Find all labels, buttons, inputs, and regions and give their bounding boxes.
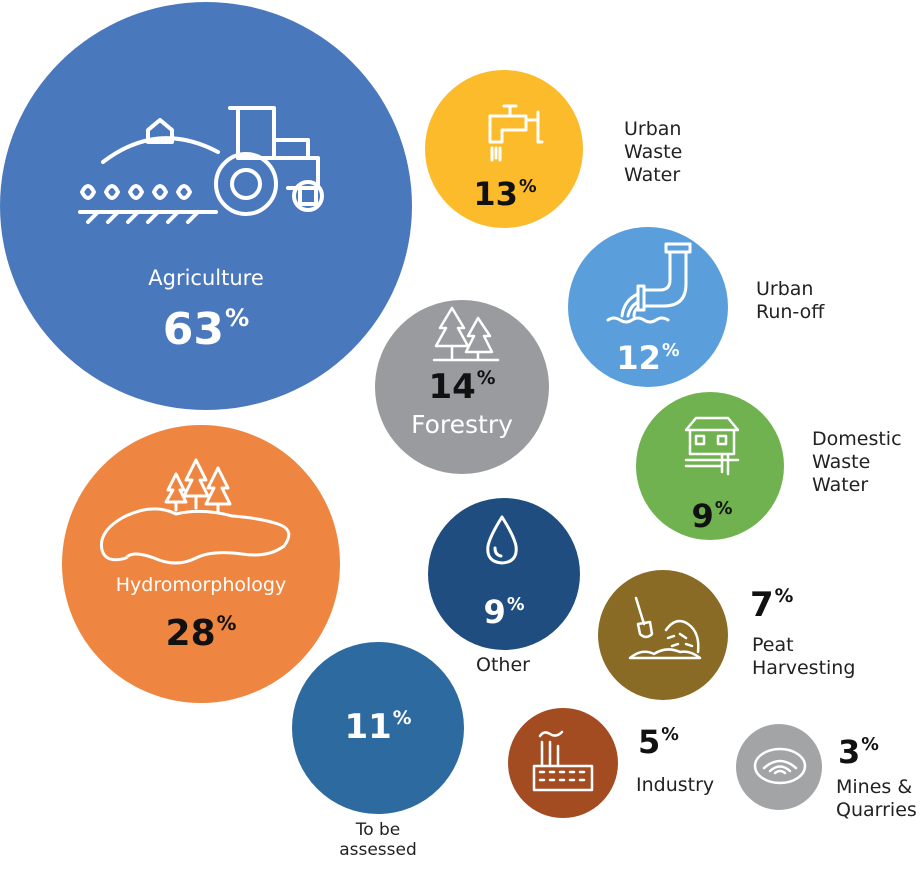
peat-harvesting-label-line-2: Harvesting [752, 656, 856, 679]
quarry-pit-icon [753, 747, 807, 785]
mines-quarries-percent: 3% [838, 736, 879, 768]
mines-quarries-label-line-1: Mines & [836, 776, 913, 798]
other-value: 9 [483, 593, 506, 631]
urban-runoff-label-line-1: Urban [756, 278, 814, 300]
other-bubble [428, 498, 580, 650]
peat-harvesting-label-line-1: Peat [752, 634, 794, 656]
urban-waste-water-percent: 13% [465, 178, 545, 210]
domestic-waste-water-percent: 9% [682, 500, 742, 532]
pine-trees-icon [432, 306, 500, 362]
industry-percent: 5% [638, 726, 679, 758]
peat-shovel-icon [628, 596, 702, 660]
house-drain-icon [684, 416, 740, 476]
agriculture-percent: 63% [90, 306, 322, 352]
to-be-assessed-value: 11 [344, 707, 392, 748]
domestic-waste-water-label-line-2: Waste [812, 450, 871, 473]
pipe-outflow-icon [606, 242, 692, 324]
factory-icon [532, 730, 594, 792]
peat-harvesting-label: Peat Harvesting [752, 634, 855, 680]
urban-waste-water-label: Urban Waste Water [624, 118, 682, 186]
domestic-waste-water-value: 9 [691, 497, 714, 535]
tractor-farm-icon [78, 106, 324, 224]
urban-waste-water-label-line-2: Waste [624, 140, 683, 163]
urban-waste-water-bubble [425, 70, 583, 228]
industry-unit: % [661, 724, 679, 745]
industry-value: 5 [638, 723, 661, 761]
industry-label: Industry [636, 774, 715, 796]
industry-bubble [508, 708, 618, 818]
other-percent: 9% [474, 596, 534, 628]
lake-trees-icon [99, 458, 291, 565]
urban-runoff-unit: % [661, 340, 680, 361]
to-be-assessed-unit: % [392, 708, 412, 729]
mines-quarries-label: Mines & Quarries [836, 776, 917, 822]
to-be-assessed-label-line-2: assessed [339, 840, 417, 861]
to-be-assessed-bubble [292, 642, 464, 814]
tap-icon [488, 104, 544, 162]
urban-waste-water-value: 13 [473, 175, 518, 213]
agriculture-value: 63 [162, 304, 224, 356]
peat-harvesting-percent: 7% [750, 585, 794, 626]
mines-quarries-label-line-2: Quarries [836, 798, 917, 821]
hydromorphology-percent: 28% [140, 614, 262, 652]
mines-quarries-value: 3 [838, 733, 861, 771]
urban-runoff-label: Urban Run-off [756, 278, 824, 324]
peat-harvesting-bubble [598, 570, 728, 700]
domestic-waste-water-label: Domestic Waste Water [812, 428, 902, 496]
urban-waste-water-unit: % [518, 176, 537, 197]
peat-harvesting-value: 7 [750, 585, 774, 626]
hydromorphology-unit: % [216, 612, 237, 635]
forestry-label: Forestry [411, 410, 513, 439]
urban-waste-water-label-line-1: Urban [624, 118, 682, 140]
peat-harvesting-unit: % [774, 586, 794, 607]
forestry-percent: 14% [422, 367, 502, 408]
other-unit: % [506, 594, 525, 615]
urban-runoff-percent: 12% [608, 342, 688, 374]
mines-quarries-unit: % [861, 734, 879, 755]
urban-runoff-value: 12 [616, 339, 661, 377]
domestic-waste-water-unit: % [714, 498, 733, 519]
agriculture-unit: % [224, 304, 250, 332]
domestic-waste-water-label-line-1: Domestic [812, 428, 902, 450]
hydromorphology-label: Hydromorphology [115, 574, 287, 596]
agriculture-label: Agriculture [148, 266, 264, 290]
to-be-assessed-label-line-1: To be [355, 820, 401, 840]
forestry-unit: % [476, 368, 496, 389]
urban-runoff-label-line-2: Run-off [756, 300, 825, 323]
to-be-assessed-percent: 11% [328, 707, 428, 748]
to-be-assessed-label: To be assessed [338, 820, 418, 861]
domestic-waste-water-label-line-3: Water [812, 473, 869, 496]
water-drop-icon [486, 515, 518, 565]
urban-waste-water-label-line-3: Water [624, 163, 681, 186]
other-label: Other [476, 654, 530, 676]
agriculture-bubble [0, 2, 412, 410]
hydromorphology-value: 28 [165, 612, 216, 654]
forestry-value: 14 [428, 367, 476, 408]
